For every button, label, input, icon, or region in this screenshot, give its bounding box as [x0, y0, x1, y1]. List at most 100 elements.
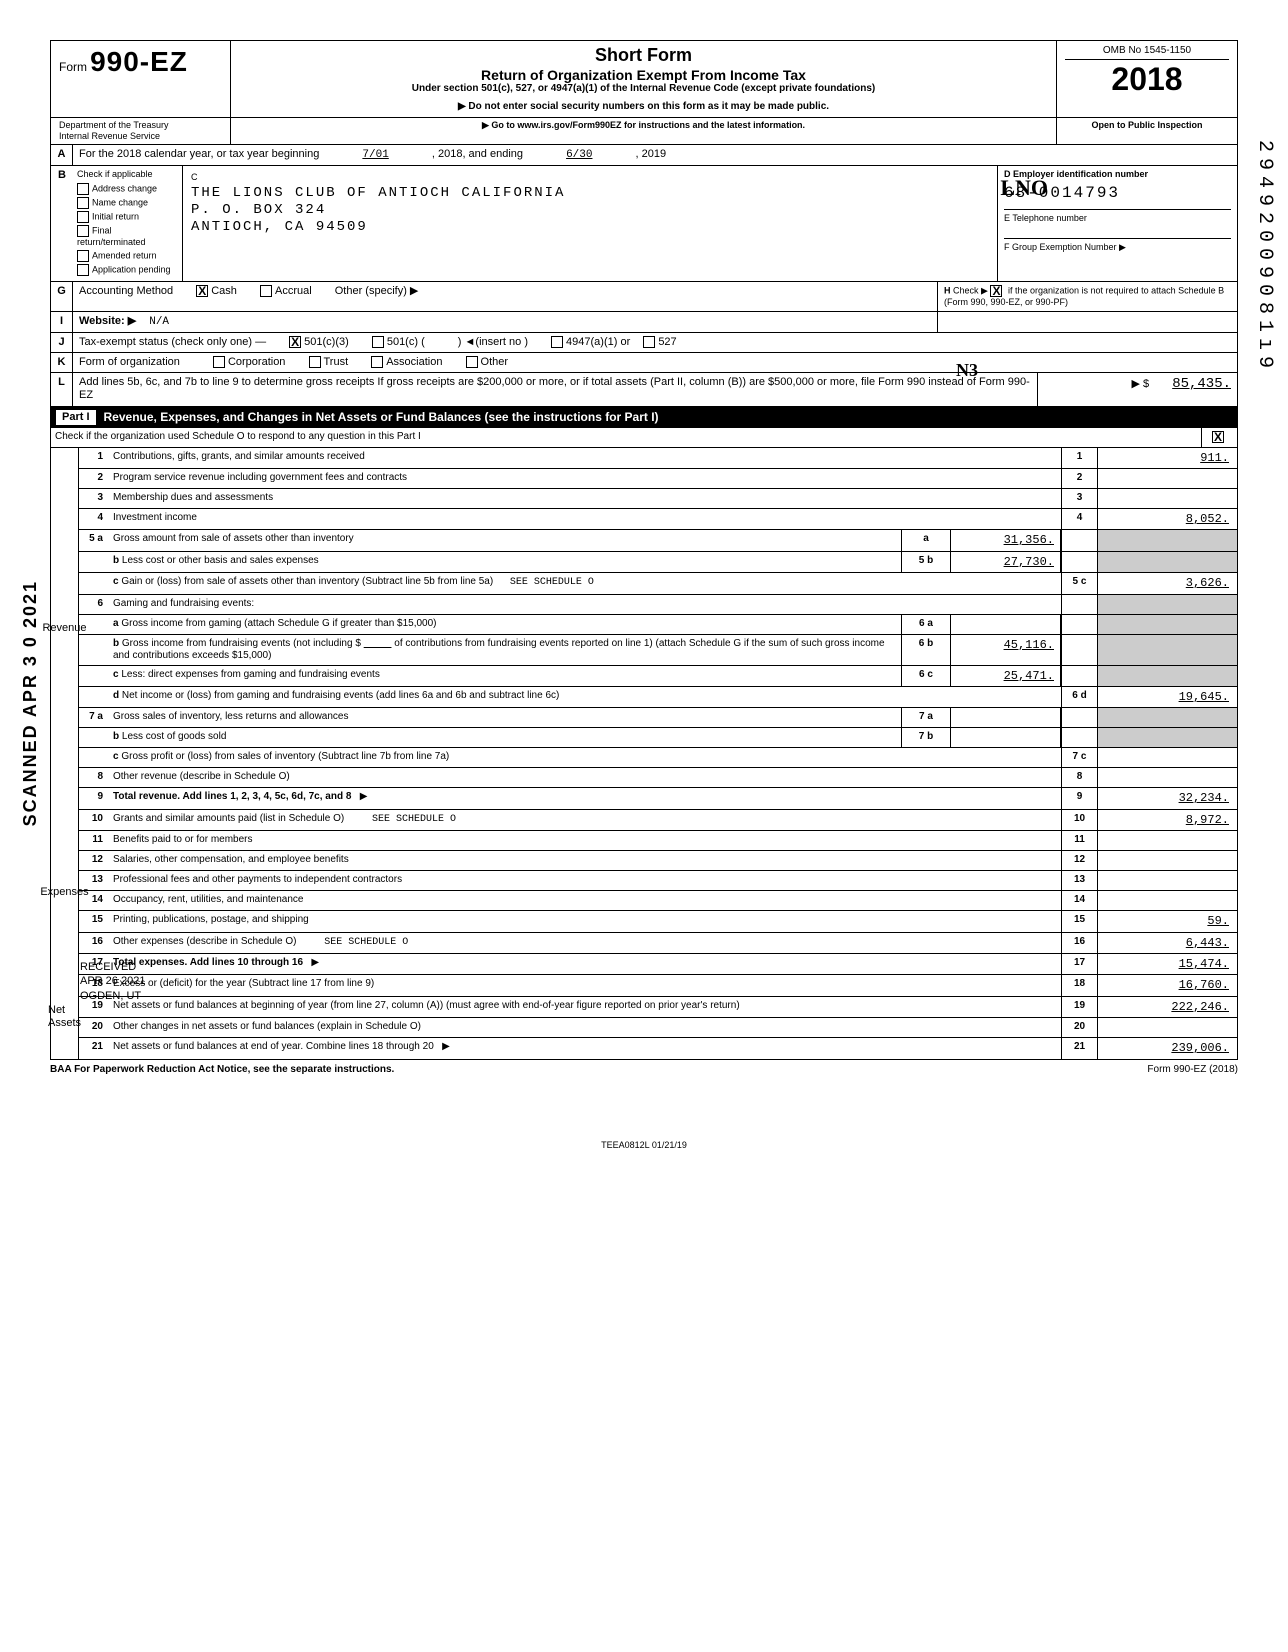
check-name-change[interactable]: Name change — [77, 197, 178, 209]
netassets-label-col: Net Assets — [51, 975, 79, 1058]
check-col: Check if applicable Address change Name … — [73, 166, 183, 281]
part1-check-text: Check if the organization used Schedule … — [51, 428, 1201, 447]
line6b-value: 45,116. — [951, 635, 1061, 665]
line-a-text: For the 2018 calendar year, or tax year … — [79, 148, 319, 160]
line18-value: 16,760. — [1097, 975, 1237, 995]
footer-row: BAA For Paperwork Reduction Act Notice, … — [50, 1060, 1238, 1080]
line-g-content: Accounting Method Cash Accrual Other (sp… — [73, 282, 937, 311]
check-initial-return[interactable]: Initial return — [77, 211, 178, 223]
tax-year-end: 6/30 — [566, 149, 592, 161]
line12-value — [1097, 851, 1237, 870]
line6d-value: 19,645. — [1097, 687, 1237, 707]
form-label: Form — [59, 60, 87, 74]
line-k: K Form of organization Corporation Trust… — [50, 353, 1238, 373]
tax-year-begin: 7/01 — [362, 149, 388, 161]
line1-value: 911. — [1097, 448, 1237, 468]
line-h: H Check ▶ if the organization is not req… — [937, 282, 1237, 311]
check-trust[interactable] — [309, 356, 321, 368]
check-application-pending[interactable]: Application pending — [77, 264, 178, 276]
part1-check-row: Check if the organization used Schedule … — [50, 428, 1238, 448]
part1-label: Part I — [56, 410, 96, 425]
line8-value — [1097, 768, 1237, 787]
line-a-endyear: , 2019 — [636, 148, 667, 160]
line6c-value: 25,471. — [951, 666, 1061, 686]
line-a-mid: , 2018, and ending — [432, 148, 523, 160]
label-j: J — [51, 333, 73, 352]
under-section: Under section 501(c), 527, or 4947(a)(1)… — [239, 83, 1048, 95]
line21-value: 239,006. — [1097, 1038, 1237, 1058]
dept-row: Department of the Treasury Internal Reve… — [50, 118, 1238, 145]
line-k-content: Form of organization Corporation Trust A… — [73, 353, 1237, 372]
check-527[interactable] — [643, 336, 655, 348]
label-l: L — [51, 373, 73, 405]
check-corporation[interactable] — [213, 356, 225, 368]
line13-value — [1097, 871, 1237, 890]
form-number: 990-EZ — [90, 46, 188, 77]
check-accrual[interactable] — [260, 285, 272, 297]
line-l: L Add lines 5b, 6c, and 7b to line 9 to … — [50, 373, 1238, 406]
check-501c[interactable] — [372, 336, 384, 348]
check-sched-b-not-required[interactable] — [990, 285, 1002, 297]
line15-value: 59. — [1097, 911, 1237, 931]
line11-value — [1097, 831, 1237, 850]
line5c-value: 3,626. — [1097, 573, 1237, 593]
part1-checkbox-cell — [1201, 428, 1237, 447]
right-vertical-number: 29492009081ı9 — [1252, 140, 1276, 374]
dept-cell: Department of the Treasury Internal Reve… — [51, 118, 231, 144]
label-b: B — [51, 166, 73, 281]
line2-value — [1097, 469, 1237, 488]
goto-instructions: ▶ Go to www.irs.gov/Form990EZ for instru… — [231, 118, 1057, 144]
irs-label: Internal Revenue Service — [59, 131, 222, 142]
website-label: Website: ▶ — [79, 315, 136, 327]
group-exemption-label: F Group Exemption Number ▶ — [1004, 238, 1231, 253]
check-amended-return[interactable]: Amended return — [77, 250, 178, 262]
scanned-stamp: SCANNED APR 3 0 2021 — [20, 580, 42, 826]
check-other[interactable] — [466, 356, 478, 368]
tax-exempt-label: Tax-exempt status (check only one) — — [79, 336, 266, 348]
bcdef-block: B Check if applicable Address change Nam… — [50, 166, 1238, 282]
part1-scheduleo-checkbox[interactable] — [1212, 431, 1224, 443]
org-name: THE LIONS CLUB OF ANTIOCH CALIFORNIA — [191, 185, 989, 202]
baa-notice: BAA For Paperwork Reduction Act Notice, … — [50, 1064, 394, 1076]
line3-value — [1097, 489, 1237, 508]
line-a-content: For the 2018 calendar year, or tax year … — [73, 145, 1237, 165]
org-addr2: ANTIOCH, CA 94509 — [191, 219, 989, 236]
line20-value — [1097, 1018, 1237, 1037]
form-of-org-label: Form of organization — [79, 356, 180, 368]
line-g: G Accounting Method Cash Accrual Other (… — [50, 282, 1238, 312]
line17-value: 15,474. — [1097, 954, 1237, 974]
n3-handwriting-stamp: N3 — [956, 360, 978, 382]
org-addr1: P. O. BOX 324 — [191, 202, 989, 219]
form-year-cell: OMB No 1545-1150 2018 — [1057, 41, 1237, 117]
check-if-applicable: Check if applicable — [77, 169, 178, 180]
open-public: Open to Public Inspection — [1057, 118, 1237, 144]
label-i: I — [51, 312, 73, 332]
line7a-value — [951, 708, 1061, 727]
line5a-value: 31,356. — [951, 530, 1061, 550]
line10-value: 8,972. — [1097, 810, 1237, 830]
expenses-label-col: Expenses — [51, 810, 79, 976]
line-j-content: Tax-exempt status (check only one) — 501… — [73, 333, 1237, 352]
form-footer-label: Form 990-EZ (2018) — [1147, 1064, 1238, 1076]
line-i: I Website: ▶ N/A — [50, 312, 1238, 333]
netassets-section: Net Assets 18Excess or (deficit) for the… — [50, 975, 1238, 1059]
check-501c3[interactable] — [289, 336, 301, 348]
short-form-title: Short Form — [239, 45, 1048, 67]
form-number-cell: Form 990-EZ — [51, 41, 231, 117]
line6a-value — [951, 615, 1061, 634]
part1-header: Part I Revenue, Expenses, and Changes in… — [50, 407, 1238, 428]
omb-number: OMB No 1545-1150 — [1065, 45, 1229, 60]
received-stamp: RECEIVED APR 26 2021 OGDEN, UT — [80, 960, 145, 1003]
line-l-text: Add lines 5b, 6c, and 7b to line 9 to de… — [79, 376, 1030, 401]
check-association[interactable] — [371, 356, 383, 368]
form-header: Form 990-EZ Short Form Return of Organiz… — [50, 40, 1238, 118]
line-l-content: Add lines 5b, 6c, and 7b to line 9 to de… — [73, 373, 1037, 405]
line4-value: 8,052. — [1097, 509, 1237, 529]
tel-label: E Telephone number — [1004, 209, 1231, 224]
check-final-return[interactable]: Final return/terminated — [77, 225, 178, 248]
lno-handwriting-stamp: LNO — [1000, 175, 1048, 201]
check-cash[interactable] — [196, 285, 208, 297]
check-address-change[interactable]: Address change — [77, 183, 178, 195]
check-4947a1[interactable] — [551, 336, 563, 348]
expenses-section: Expenses 10Grants and similar amounts pa… — [50, 810, 1238, 976]
